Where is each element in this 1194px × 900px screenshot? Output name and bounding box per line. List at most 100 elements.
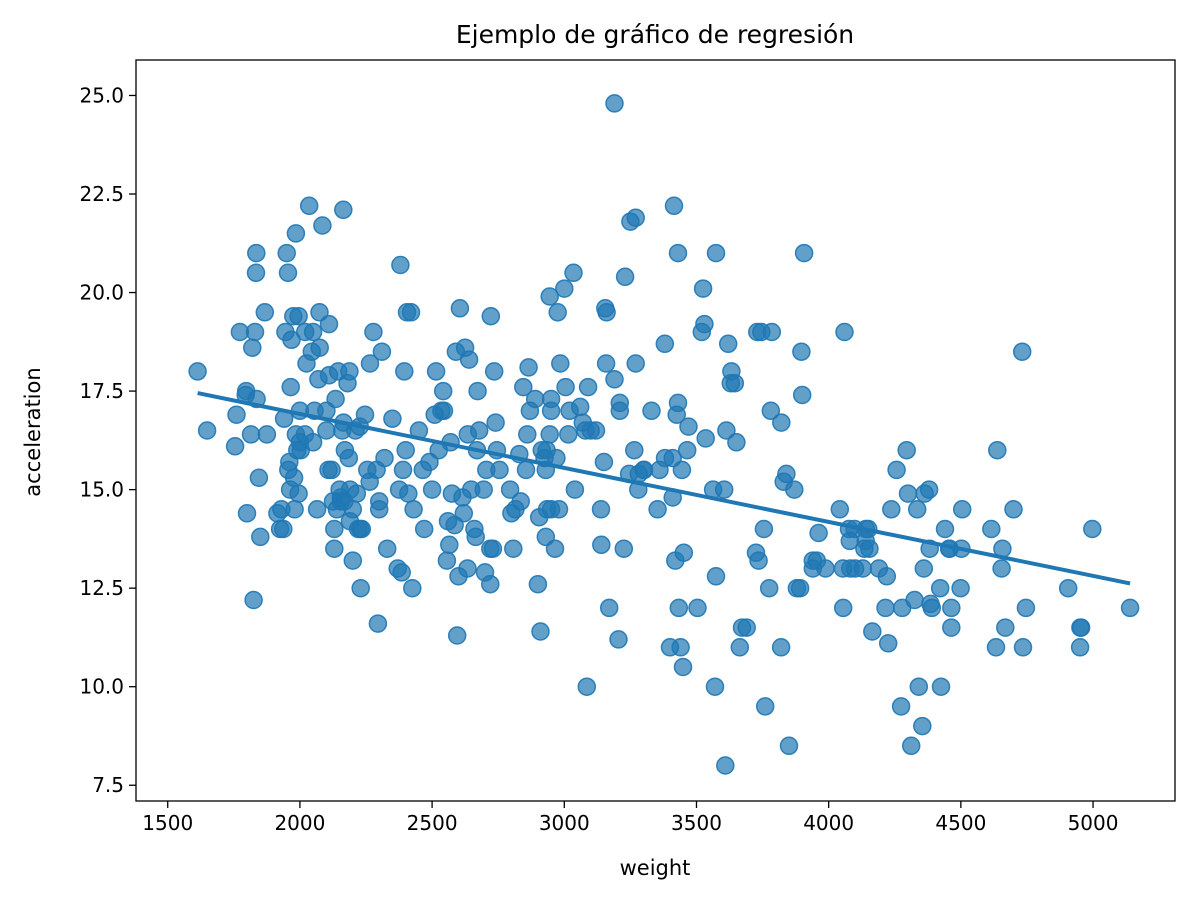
scatter-point — [833, 598, 853, 618]
scatter-point — [996, 618, 1015, 637]
scatter-point — [669, 598, 689, 618]
scatter-point — [785, 480, 804, 499]
scatter-point — [434, 401, 454, 421]
scatter-point — [673, 657, 693, 677]
scatter-point — [426, 362, 446, 381]
scatter-point — [648, 500, 667, 519]
scatter-point — [882, 500, 901, 519]
scatter-point — [246, 263, 266, 283]
scatter-point — [578, 377, 598, 397]
scatter-point — [907, 500, 927, 519]
scatter-point — [642, 401, 661, 421]
scatter-point — [564, 263, 583, 283]
scatter-point — [447, 626, 467, 645]
scatter-point — [326, 389, 345, 409]
scatter-point — [809, 523, 828, 543]
scatter-point — [898, 484, 918, 503]
scatter-point — [237, 504, 257, 523]
scatter-point — [514, 377, 533, 397]
scatter-point — [615, 267, 635, 287]
scatter-point — [634, 460, 654, 480]
scatter-point — [913, 716, 932, 736]
y-tick-label: 25.0 — [79, 83, 124, 107]
scatter-point — [277, 243, 296, 263]
scatter-point — [351, 578, 370, 598]
y-tick-label: 15.0 — [79, 478, 124, 502]
scatter-point — [614, 539, 634, 558]
scatter-point — [516, 460, 536, 480]
scatter-point — [551, 354, 570, 373]
scatter-point — [679, 417, 698, 436]
scatter-point — [668, 243, 688, 263]
scatter-point — [285, 500, 304, 519]
scatter-point — [887, 460, 906, 480]
x-tick-label: 4500 — [935, 811, 986, 835]
scatter-point — [725, 373, 745, 393]
plot-frame — [135, 59, 1176, 802]
scatter-point — [339, 448, 359, 468]
scatter-point — [671, 638, 690, 657]
scatter-point — [469, 421, 489, 440]
scatter-point — [922, 598, 942, 618]
scatter-point — [322, 460, 341, 480]
scatter-point — [555, 279, 574, 298]
y-tick-label: 20.0 — [79, 281, 124, 305]
regression-line — [197, 391, 1131, 586]
scatter-point — [591, 500, 611, 519]
scatter-point — [1016, 598, 1036, 618]
scatter-point — [468, 381, 487, 401]
scatter-point — [188, 362, 207, 381]
scatter-point — [816, 559, 835, 578]
scatter-point — [340, 362, 359, 381]
scatter-point — [369, 500, 389, 519]
y-tick-label: 17.5 — [79, 379, 124, 403]
scatter-point — [565, 480, 585, 499]
scatter-point — [528, 574, 548, 594]
scatter-point — [597, 303, 616, 322]
scatter-point — [596, 354, 616, 373]
scatter-point — [511, 492, 530, 511]
scatter-point — [754, 519, 774, 539]
scatter-point — [626, 354, 645, 373]
scatter-point — [556, 377, 575, 397]
scatter-point — [761, 401, 781, 421]
scatter-point — [284, 468, 304, 488]
scatter-point — [504, 539, 523, 558]
scatter-point — [540, 425, 559, 444]
scatter-point — [368, 614, 388, 633]
scatter-point — [830, 500, 850, 519]
scatter-point — [716, 756, 735, 775]
y-tick-label: 10.0 — [79, 675, 124, 699]
scatter-point — [540, 287, 559, 306]
scatter-point — [422, 480, 442, 499]
scatter-point — [942, 598, 961, 618]
x-tick-label: 3000 — [539, 811, 590, 835]
scatter-point — [303, 433, 323, 452]
scatter-point — [352, 519, 372, 539]
scatter-point — [901, 736, 921, 756]
scatter-point — [688, 598, 707, 618]
scatter-point — [779, 736, 799, 756]
x-axis: 1500 2000 2500 3000 3500 4000 4500 5000 — [142, 801, 1118, 835]
scatter-point — [951, 578, 970, 598]
scatter-point — [586, 421, 606, 440]
scatter-point — [383, 409, 402, 428]
scatter-point — [303, 322, 323, 342]
scatter-point — [396, 440, 415, 460]
scatter-point — [282, 330, 301, 350]
scatter-point — [605, 370, 624, 389]
scatter-point — [668, 393, 688, 413]
scatter-point — [286, 224, 306, 243]
scatter-point — [343, 500, 363, 519]
scatter-point — [853, 559, 873, 578]
scatter-point — [245, 322, 265, 342]
scatter-point — [360, 354, 380, 373]
scatter-point — [459, 350, 479, 369]
scatter-point — [749, 551, 768, 570]
scatter-point — [307, 500, 327, 519]
scatter-point — [249, 468, 269, 488]
scatter-point — [347, 484, 367, 503]
scatter-point — [343, 551, 363, 570]
x-tick-label: 2500 — [407, 811, 458, 835]
scatter-point — [484, 362, 504, 381]
